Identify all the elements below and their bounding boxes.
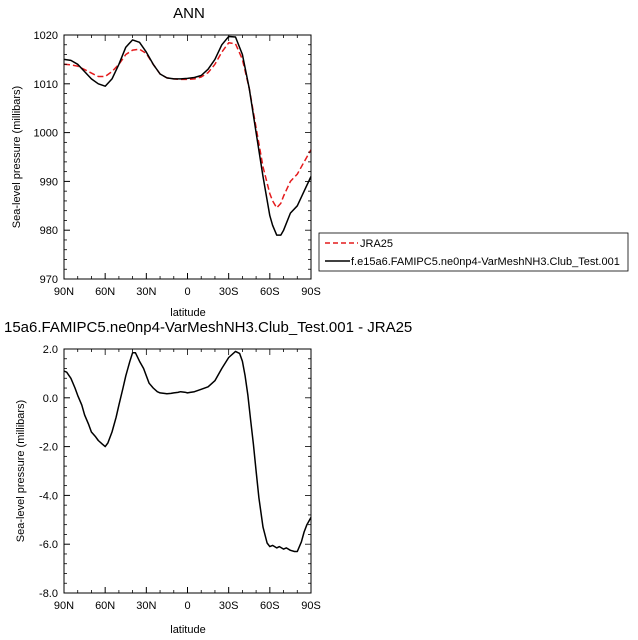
top-x-ticks: 90N 60N 30N 0 30S 60S (54, 273, 321, 298)
bottom-y-tick-label: -2.0 (39, 442, 58, 454)
bottom-y-tick: -2.0 (39, 442, 70, 454)
top-y-tick: 980 (40, 225, 70, 237)
top-y-tick: 1020 (34, 30, 70, 42)
top-y-tick: 970 (40, 274, 70, 286)
legend-label-jra25: JRA25 (360, 238, 393, 250)
top-x-tick: 30N (136, 273, 156, 298)
top-x-tick-label: 90N (54, 286, 74, 298)
top-x-tick: 60S (260, 273, 280, 298)
top-series-group (63, 35, 312, 236)
top-x-tick-label: 60N (95, 286, 115, 298)
top-y-tick-label: 980 (40, 225, 58, 237)
top-x-tick: 0 (184, 273, 191, 298)
bottom-y-tick: -6.0 (39, 539, 70, 551)
legend-box (318, 232, 629, 272)
top-chart: ANN 970 980 990 1000 1010 (11, 5, 321, 319)
bottom-minor-ticks (63, 348, 312, 594)
bottom-y-tick: -4.0 (39, 490, 70, 502)
legend-label-model: f.e15a6.FAMIPC5.ne0np4-VarMeshNH3.Club_T… (351, 256, 620, 268)
bottom-y-tick-label: 0.0 (43, 393, 58, 405)
top-minor-ticks (63, 34, 312, 280)
bottom-x-tick-label: 0 (184, 600, 190, 612)
top-y-tick-label: 1000 (34, 128, 58, 140)
bottom-y-tick: 0.0 (43, 393, 70, 405)
bottom-x-tick: 30N (136, 587, 156, 612)
top-y-tick-label: 970 (40, 274, 58, 286)
bottom-x-tick: 90S (301, 587, 321, 612)
bottom-x-axis-label: latitude (170, 624, 205, 636)
top-y-axis-label: Sea-level pressure (millibars) (11, 86, 23, 228)
top-y-tick: 1000 (34, 128, 70, 140)
bottom-x-tick-label: 90S (301, 600, 321, 612)
bottom-y-tick: -8.0 (39, 588, 70, 600)
top-x-tick: 90S (301, 273, 321, 298)
top-x-tick-label: 30S (219, 286, 239, 298)
top-x-axis-label: latitude (170, 307, 205, 319)
top-x-tick-label: 30N (136, 286, 156, 298)
top-y-tick-label: 1010 (34, 79, 58, 91)
series-line-a (63, 42, 312, 209)
bottom-x-tick: 0 (184, 587, 191, 612)
top-x-tick-label: 90S (301, 286, 321, 298)
top-x-tick: 30S (219, 273, 239, 298)
bottom-x-ticks: 90N 60N 30N 0 30S 60S (54, 587, 321, 612)
bottom-x-tick: 60S (260, 587, 280, 612)
series-line-a (63, 350, 312, 553)
top-y-tick: 990 (40, 176, 70, 188)
bottom-y-tick-label: -4.0 (39, 490, 58, 502)
bottom-x-tick-label: 60N (95, 600, 115, 612)
top-y-tick: 1010 (34, 79, 70, 91)
top-plot-frame (63, 34, 312, 280)
bottom-chart-title: 15a6.FAMIPC5.ne0np4-VarMeshNH3.Club_Test… (4, 319, 412, 336)
series-line-b (63, 35, 312, 236)
bottom-y-axis-label: Sea-level pressure (millibars) (15, 400, 27, 542)
legend: JRA25 f.e15a6.FAMIPC5.ne0np4-VarMeshNH3.… (318, 232, 629, 272)
bottom-y-tick-label: -8.0 (39, 588, 58, 600)
bottom-y-tick-label: 2.0 (43, 344, 58, 356)
top-x-tick: 90N (54, 273, 74, 298)
top-y-ticks: 970 980 990 1000 1010 1020 (34, 30, 70, 286)
bottom-chart: 15a6.FAMIPC5.ne0np4-VarMeshNH3.Club_Test… (4, 319, 412, 636)
bottom-x-tick: 60N (95, 587, 115, 612)
bottom-x-tick-label: 30N (136, 600, 156, 612)
bottom-y-ticks: -8.0 -6.0 -4.0 -2.0 0.0 2.0 (39, 344, 70, 600)
top-x-tick-label: 0 (184, 286, 190, 298)
bottom-x-tick: 30S (219, 587, 239, 612)
top-y-tick-label: 990 (40, 176, 58, 188)
bottom-x-tick-label: 90N (54, 600, 74, 612)
bottom-x-tick-label: 60S (260, 600, 280, 612)
bottom-y-tick-label: -6.0 (39, 539, 58, 551)
top-y-tick-label: 1020 (34, 30, 58, 42)
bottom-x-tick-label: 30S (219, 600, 239, 612)
bottom-plot-frame (63, 348, 312, 594)
bottom-y-tick: 2.0 (43, 344, 70, 356)
top-chart-title: ANN (173, 5, 205, 22)
bottom-x-tick: 90N (54, 587, 74, 612)
top-x-tick: 60N (95, 273, 115, 298)
bottom-series-group (63, 350, 312, 553)
top-x-tick-label: 60S (260, 286, 280, 298)
